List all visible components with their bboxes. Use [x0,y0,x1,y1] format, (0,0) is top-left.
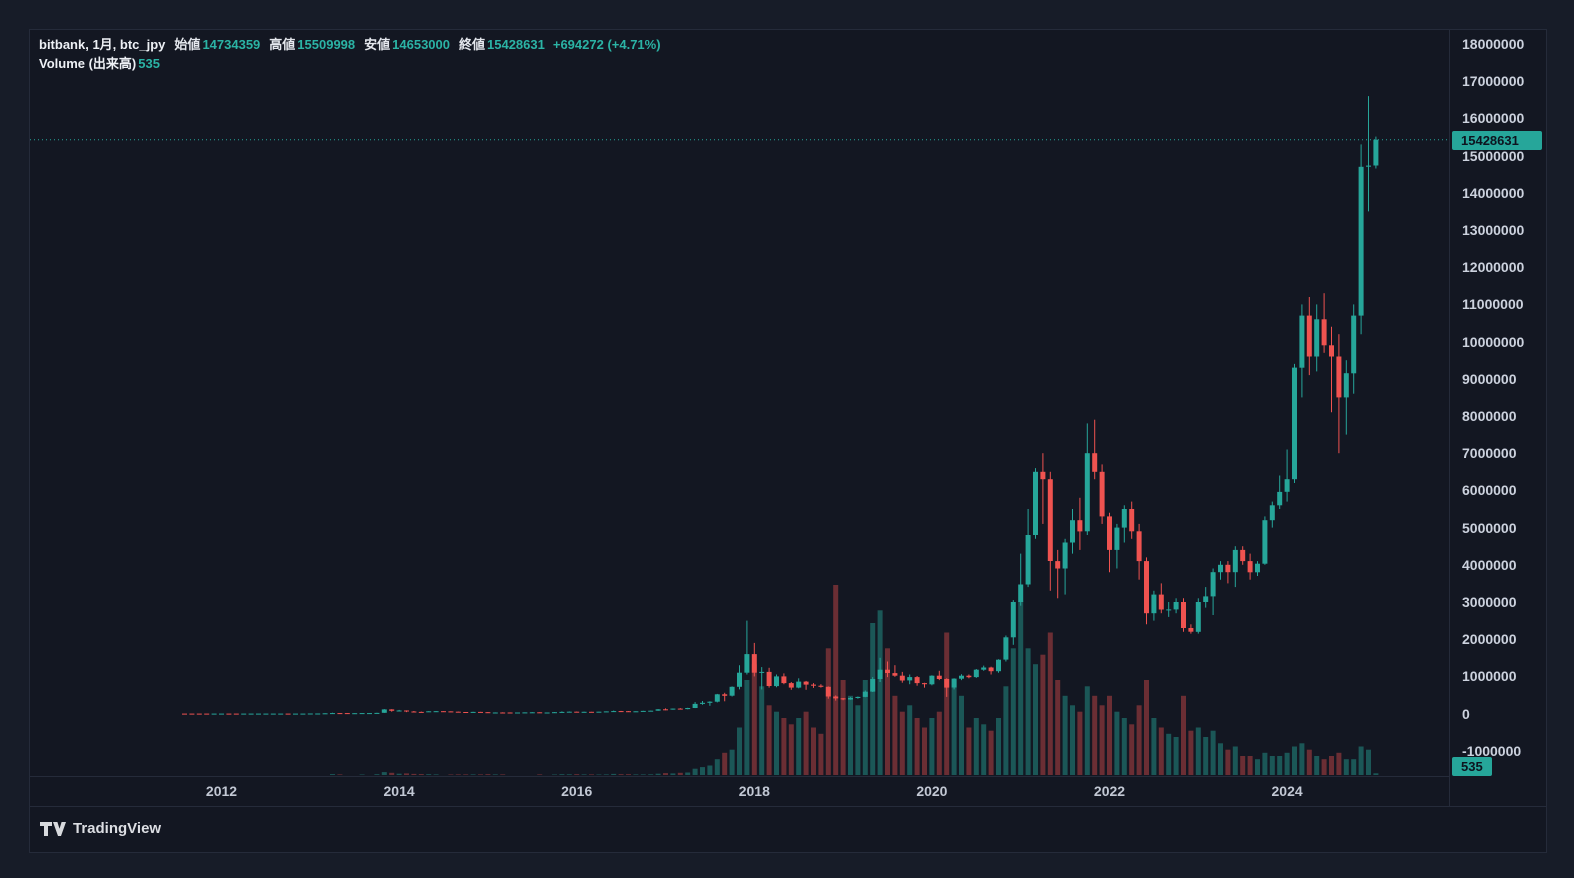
price-tick-label: 10000000 [1462,333,1525,350]
time-tick-label: 2022 [1093,783,1126,799]
time-tick-label: 2018 [738,783,770,799]
legend-ohlc-row: bitbank, 1月, btc_jpy 始値 14734359 高値 1550… [39,35,661,54]
price-tick-label: 8000000 [1462,408,1517,424]
footer-bar: TradingView [30,806,1546,850]
price-tick-label: 3000000 [1462,594,1517,610]
volume-label: Volume (出来高) [39,56,137,71]
price-tick-label: 17000000 [1462,73,1525,90]
time-tick-label: 2014 [383,783,415,799]
price-tick-label: -1000000 [1462,742,1522,759]
close-value: 15428631 [487,37,545,52]
last-price-badge: 15428631 [1452,130,1542,150]
price-tick-label: 2000000 [1462,631,1517,648]
price-tick-label: 1000000 [1462,668,1517,685]
price-tick-label: 14000000 [1462,184,1525,201]
price-tick-label: 5000000 [1462,519,1517,536]
high-value: 15509998 [297,37,356,52]
time-tick-label: 2012 [205,783,238,799]
open-value: 14734359 [202,37,261,52]
price-scale[interactable]: 15428631 535 18000000 17000000 16000000 150… [1449,30,1545,806]
time-scale[interactable]: 2012 2014 2016 2018 2020 2022 2024 [30,776,1449,806]
symbol-title[interactable]: bitbank, 1月, btc_jpy [39,37,166,52]
price-tick-label: 4000000 [1462,556,1517,573]
low-value: 14653000 [392,37,450,52]
price-tick-label: 6000000 [1462,482,1517,499]
chart-frame: bitbank, 1月, btc_jpy 始値 14734359 高値 1550… [29,29,1547,853]
plot-area[interactable]: bitbank, 1月, btc_jpy 始値 14734359 高値 1550… [30,30,1449,776]
volume-value: 535 [138,56,160,71]
last-volume-badge: 535 [1452,757,1492,776]
open-label: 始値 [174,37,201,52]
price-tick-label: 13000000 [1462,222,1525,238]
price-tick-label: 11000000 [1462,296,1524,313]
legend-volume-row: Volume (出来高) 535 [39,54,661,73]
change-value: +694272 (+4.71%) [552,37,661,52]
price-tick-label: 0 [1462,705,1470,722]
candlestick-chart[interactable] [30,30,1449,776]
high-label: 高値 [269,37,296,52]
price-tick-label: 7000000 [1462,445,1517,462]
price-tick-label: 16000000 [1462,110,1525,127]
price-tick-label: 18000000 [1462,36,1525,52]
price-tick-label: 15000000 [1462,147,1525,164]
price-tick-label: 12000000 [1462,259,1525,276]
price-tick-label: 9000000 [1462,370,1517,387]
time-tick-label: 2016 [561,783,593,799]
close-label: 終値 [459,37,486,52]
tradingview-brand-text: TradingView [73,820,162,837]
time-tick-label: 2024 [1271,783,1303,799]
low-label: 安値 [364,37,391,52]
tradingview-logo-icon [40,821,66,836]
legend: bitbank, 1月, btc_jpy 始値 14734359 高値 1550… [39,35,661,73]
time-tick-label: 2020 [916,783,948,799]
tradingview-link[interactable]: TradingView [39,820,161,837]
